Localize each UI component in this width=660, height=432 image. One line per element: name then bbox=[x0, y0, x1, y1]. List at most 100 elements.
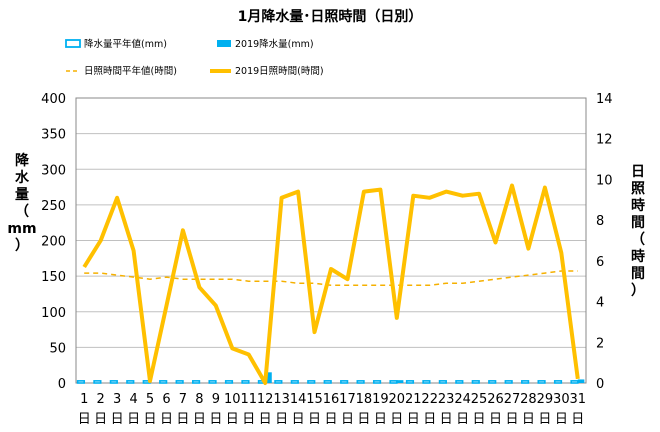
x-tick-suffix: 日 bbox=[308, 412, 321, 427]
bar-precip-normal bbox=[192, 380, 201, 384]
bar-precip-normal bbox=[504, 380, 513, 384]
right-axis-title: 日照時間（時間） bbox=[631, 164, 645, 299]
bar-precip-normal bbox=[488, 380, 497, 384]
bar-precip-normal bbox=[422, 380, 431, 384]
x-tick-suffix: 日 bbox=[324, 412, 337, 427]
x-tick-suffix: 日 bbox=[555, 412, 568, 427]
right-tick-label: 6 bbox=[596, 255, 604, 270]
bars bbox=[76, 372, 585, 384]
bar-precip-normal bbox=[389, 380, 398, 384]
bar-precip-normal bbox=[93, 380, 102, 384]
x-tick-label: 15 bbox=[306, 392, 323, 407]
x-tick-suffix: 日 bbox=[127, 412, 140, 427]
x-tick-suffix: 日 bbox=[571, 412, 584, 427]
x-tick-suffix: 日 bbox=[357, 412, 370, 427]
x-tick-label: 19 bbox=[372, 392, 389, 407]
left-axis-title-char: ） bbox=[15, 238, 29, 254]
bar-precip-normal bbox=[109, 380, 118, 384]
x-tick-suffix: 日 bbox=[78, 412, 91, 427]
x-tick-label: 3 bbox=[113, 392, 121, 407]
x-tick-label: 30 bbox=[553, 392, 570, 407]
x-tick-label: 14 bbox=[290, 392, 307, 407]
x-tick-label: 9 bbox=[212, 392, 220, 407]
bar-precip-normal bbox=[208, 380, 217, 384]
right-axis-ticks: 0 2 4 6 8 10 12 14 bbox=[596, 92, 613, 392]
bar-precip-normal bbox=[323, 380, 332, 384]
x-tick-suffix: 日 bbox=[94, 412, 107, 427]
x-tick-suffix: 日 bbox=[242, 412, 255, 427]
bar-precip-normal bbox=[274, 380, 283, 384]
right-tick-label: 14 bbox=[596, 92, 613, 107]
left-tick-label: 400 bbox=[41, 92, 66, 107]
chart-title: 1月降水量･日照時間（日別） bbox=[238, 8, 423, 25]
right-tick-label: 8 bbox=[596, 214, 604, 229]
bar-precip-normal bbox=[76, 380, 86, 384]
x-tick-suffix: 日 bbox=[160, 412, 173, 427]
bar-precip-normal bbox=[307, 380, 316, 384]
left-axis-title-char: mm bbox=[7, 221, 36, 237]
left-tick-label: 350 bbox=[41, 128, 66, 143]
left-axis-ticks: 0 50 100 150 200 250 300 350 400 bbox=[41, 92, 66, 392]
x-tick-label: 29 bbox=[537, 392, 554, 407]
x-tick-suffix: 日 bbox=[259, 412, 272, 427]
x-tick-label: 7 bbox=[179, 392, 187, 407]
x-tick-suffix: 日 bbox=[489, 412, 502, 427]
right-tick-label: 2 bbox=[596, 336, 604, 351]
x-tick-suffix: 日 bbox=[275, 412, 288, 427]
bar-precip-2019 bbox=[265, 372, 272, 383]
legend-swatch-precip-2019 bbox=[217, 40, 231, 47]
x-tick-label: 23 bbox=[438, 392, 455, 407]
legend: 降水量平年値(mm) 2019降水量(mm) 日照時間平年値(時間) 2019日… bbox=[65, 38, 324, 77]
bar-precip-normal bbox=[521, 380, 530, 384]
bar-precip-normal bbox=[175, 380, 184, 384]
right-axis-title-char: 時 bbox=[631, 197, 645, 214]
x-tick-suffix: 日 bbox=[111, 412, 124, 427]
x-tick-label: 26 bbox=[487, 392, 504, 407]
left-axis-title-char: （ bbox=[15, 204, 29, 220]
x-tick-label: 16 bbox=[323, 392, 340, 407]
x-tick-suffix: 日 bbox=[209, 412, 222, 427]
x-tick-suffix: 日 bbox=[144, 412, 157, 427]
bar-precip-normal bbox=[126, 380, 135, 384]
x-tick-label: 8 bbox=[195, 392, 203, 407]
x-tick-suffix: 日 bbox=[538, 412, 551, 427]
x-tick-suffix: 日 bbox=[390, 412, 403, 427]
right-axis-title-char: 間 bbox=[631, 266, 645, 282]
bar-precip-normal bbox=[241, 380, 250, 384]
left-tick-label: 50 bbox=[49, 341, 66, 356]
right-tick-label: 12 bbox=[596, 133, 613, 148]
legend-swatch-precip-normal bbox=[65, 39, 81, 48]
left-axis-title-char: 降 bbox=[15, 152, 30, 169]
x-tick-label: 13 bbox=[273, 392, 290, 407]
bar-precip-normal bbox=[537, 380, 546, 384]
x-tick-suffix: 日 bbox=[374, 412, 387, 427]
left-tick-label: 300 bbox=[41, 163, 66, 178]
x-tick-label: 17 bbox=[339, 392, 356, 407]
x-tick-label: 18 bbox=[356, 392, 373, 407]
bar-precip-2019 bbox=[396, 380, 404, 383]
legend-label-sun-2019: 2019日照時間(時間) bbox=[235, 66, 324, 77]
bar-precip-normal bbox=[405, 380, 415, 384]
gridlines bbox=[76, 133, 586, 348]
x-tick-label: 27 bbox=[504, 392, 521, 407]
x-tick-label: 11 bbox=[240, 392, 257, 407]
right-axis-title-char: ） bbox=[631, 283, 645, 299]
x-tick-label: 6 bbox=[162, 392, 170, 407]
x-tick-label: 12 bbox=[257, 392, 274, 407]
bar-precip-normal bbox=[159, 380, 168, 384]
right-tick-label: 10 bbox=[596, 173, 613, 188]
x-tick-label: 20 bbox=[389, 392, 406, 407]
left-axis-title: 降水量（mm） bbox=[7, 152, 36, 254]
x-tick-suffix: 日 bbox=[292, 412, 305, 427]
line-sun-2019 bbox=[82, 183, 580, 385]
x-tick-label: 31 bbox=[570, 392, 587, 407]
x-tick-suffix: 日 bbox=[473, 412, 486, 427]
bar-precip-normal bbox=[224, 380, 234, 384]
x-tick-label: 2 bbox=[97, 392, 105, 407]
right-tick-label: 4 bbox=[596, 296, 604, 311]
bar-precip-normal bbox=[290, 380, 299, 384]
left-tick-label: 200 bbox=[41, 235, 66, 250]
x-tick-suffix: 日 bbox=[341, 412, 354, 427]
x-tick-label: 10 bbox=[224, 392, 241, 407]
